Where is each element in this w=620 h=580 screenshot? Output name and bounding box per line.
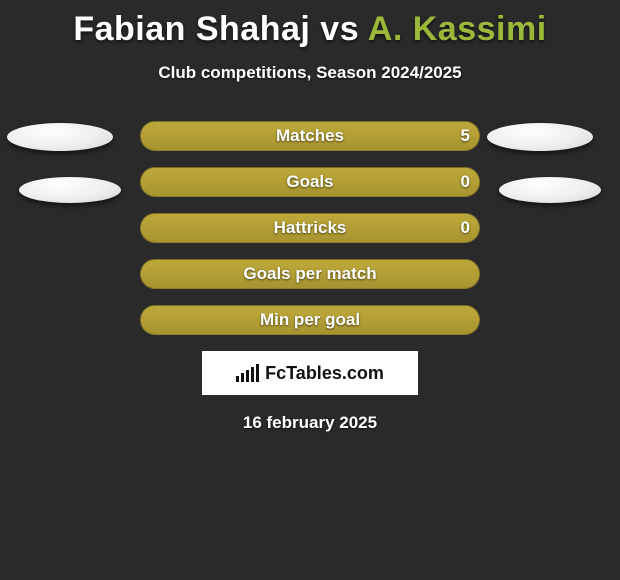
fctables-logo: FcTables.com <box>202 351 418 395</box>
stat-row: Hattricks0 <box>0 213 620 243</box>
ellipse-icon <box>19 177 121 203</box>
logo-bars-icon <box>236 364 259 382</box>
stat-label: Matches <box>140 121 480 151</box>
stat-label: Hattricks <box>140 213 480 243</box>
stat-label: Min per goal <box>140 305 480 335</box>
subtitle: Club competitions, Season 2024/2025 <box>0 63 620 83</box>
snapshot-date: 16 february 2025 <box>0 413 620 433</box>
stat-row: Min per goal <box>0 305 620 335</box>
player1-name: Fabian Shahaj <box>73 10 310 48</box>
vs-text: vs <box>320 10 359 48</box>
comparison-title: Fabian Shahaj vs A. Kassimi <box>0 0 620 49</box>
stat-rows: Matches5Goals0Hattricks0Goals per matchM… <box>0 121 620 335</box>
stat-label: Goals per match <box>140 259 480 289</box>
stat-label: Goals <box>140 167 480 197</box>
logo-text: FcTables.com <box>265 363 384 384</box>
stat-row: Goals per match <box>0 259 620 289</box>
ellipse-icon <box>7 123 113 151</box>
stat-value: 0 <box>461 213 470 243</box>
stat-value: 0 <box>461 167 470 197</box>
stat-value: 5 <box>461 121 470 151</box>
player2-name: A. Kassimi <box>368 10 547 48</box>
ellipse-icon <box>487 123 593 151</box>
ellipse-icon <box>499 177 601 203</box>
